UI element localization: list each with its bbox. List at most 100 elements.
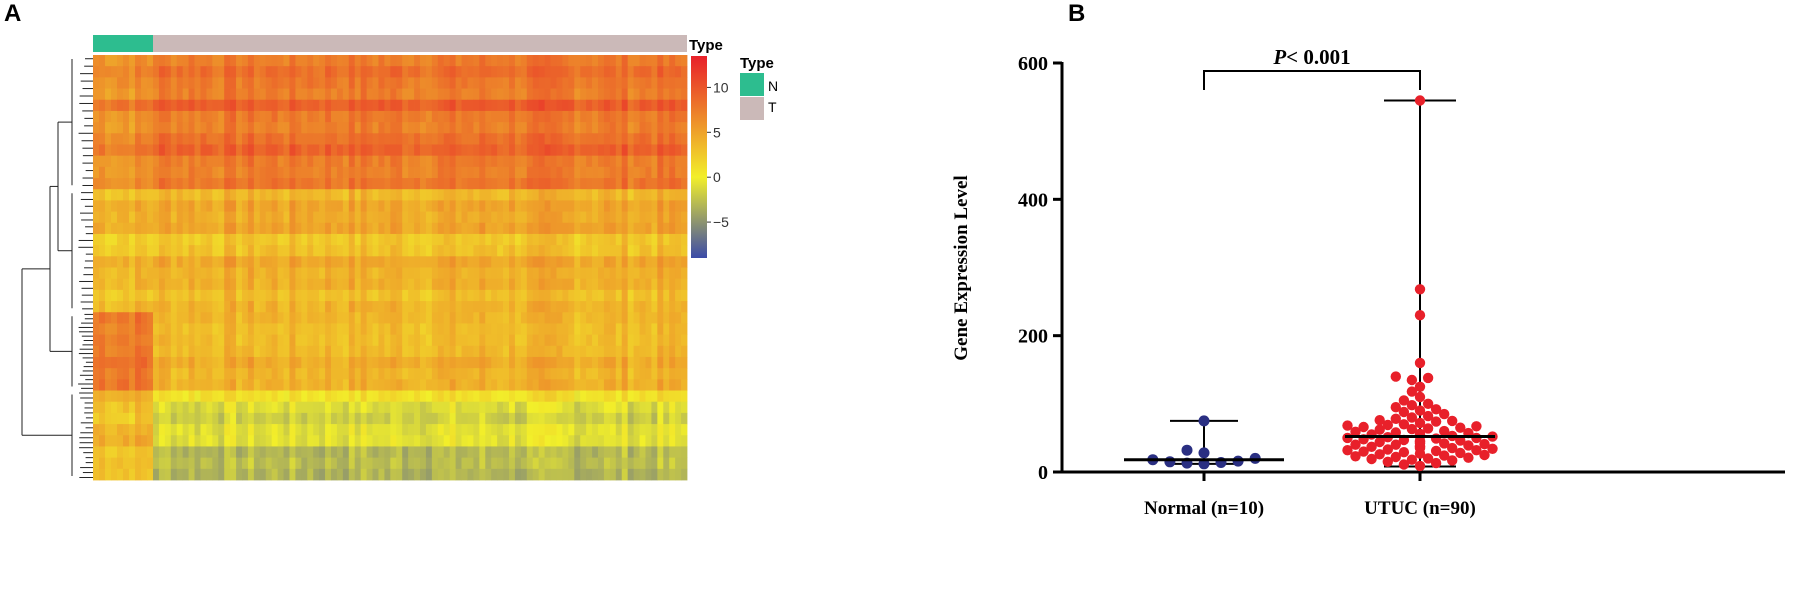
heatmap-cell [313,122,320,134]
heatmap-cell [164,356,172,369]
heatmap-cell [242,368,249,380]
heatmap-cell [319,166,326,179]
heatmap-cell [372,323,379,335]
data-point [1374,424,1385,435]
heatmap-cell [259,55,267,67]
heatmap-cell [247,312,255,324]
heatmap-cell [455,278,462,291]
heatmap-cell [105,267,112,280]
heatmap-cell [574,133,581,145]
heatmap-cell [485,178,492,190]
heatmap-cell [283,267,290,280]
heatmap-cell [105,233,112,246]
data-point [1198,415,1210,427]
heatmap-cell [366,245,373,257]
heatmap-cell [574,189,581,201]
heatmap-cell [633,144,640,157]
heatmap-cell [164,323,172,335]
heatmap-cell [307,144,314,157]
heatmap-cell [164,166,172,179]
heatmap-cell [526,166,534,179]
heatmap-cell [621,166,629,179]
heatmap-cell [206,278,213,291]
heatmap-cell [562,301,569,313]
heatmap-cell [627,334,634,347]
heatmap-cell [242,166,249,179]
heatmap-cell [449,401,456,414]
legend-label-t: T [768,99,777,115]
heatmap-cell [277,133,284,145]
heatmap-cell [182,468,189,481]
heatmap-cell [651,345,658,358]
heatmap-cell [425,233,433,246]
heatmap-cell [194,122,201,134]
heatmap-cell [265,144,273,157]
heatmap-cell [200,133,207,145]
heatmap-cell [514,133,522,145]
heatmap-cell [603,345,611,358]
heatmap-cell [200,379,207,391]
heatmap-cell [313,323,320,335]
heatmap-cell [236,133,243,145]
heatmap-cell [384,55,391,67]
heatmap-cell [621,457,629,470]
heatmap-cell [473,334,480,347]
heatmap-cell [580,289,587,302]
heatmap-cell [342,99,350,112]
heatmap-cell [336,133,344,145]
heatmap-cell [437,178,445,190]
heatmap-cell [509,457,516,470]
heatmap-cell [188,334,195,347]
heatmap-cell [336,122,344,134]
heatmap-cell [366,435,373,447]
heatmap-cell [301,334,308,347]
heatmap-cell [473,99,480,112]
heatmap-cell [437,200,445,212]
heatmap-cell [520,66,528,78]
heatmap-cell [366,468,373,481]
heatmap-cell [141,200,148,212]
heatmap-cell [627,267,634,280]
heatmap-cell [461,278,468,291]
heatmap-cell [354,178,362,190]
heatmap-cell [236,122,243,134]
heatmap-cell [645,233,652,246]
heatmap-cell [455,412,462,425]
heatmap-cell [609,267,617,280]
heatmap-cell [544,278,551,291]
heatmap-cell [443,379,451,391]
heatmap-cell [253,178,261,190]
heatmap-cell [259,424,267,436]
heatmap-cell [615,390,623,403]
heatmap-cell [586,424,593,436]
heatmap-cell [568,133,575,145]
heatmap-cell [117,457,124,470]
heatmap-cell [277,323,284,335]
heatmap-cell [265,155,273,168]
heatmap-cell [265,245,273,257]
heatmap-cell [627,278,634,291]
heatmap-cell [497,435,504,447]
heatmap-cell [206,457,213,470]
heatmap-cell [153,211,160,224]
heatmap-cell [420,356,427,369]
heatmap-cell [200,368,207,380]
heatmap-cell [402,278,409,291]
heatmap-cell [212,390,219,403]
heatmap-cell [437,189,445,201]
heatmap-cell [289,356,296,369]
heatmap-cell [206,200,213,212]
heatmap-cell [147,312,154,324]
heatmap-cell [99,301,106,313]
data-point [1422,398,1434,409]
heatmap-cell [313,401,320,414]
heatmap-cell [574,356,581,369]
heatmap-cell [236,368,243,380]
heatmap-cell [265,88,273,101]
heatmap-cell [420,189,427,201]
heatmap-cell [354,435,362,447]
heatmap-cell [598,178,605,190]
heatmap-cell [544,211,551,224]
heatmap-cell [342,412,350,425]
heatmap-cell [378,55,385,67]
